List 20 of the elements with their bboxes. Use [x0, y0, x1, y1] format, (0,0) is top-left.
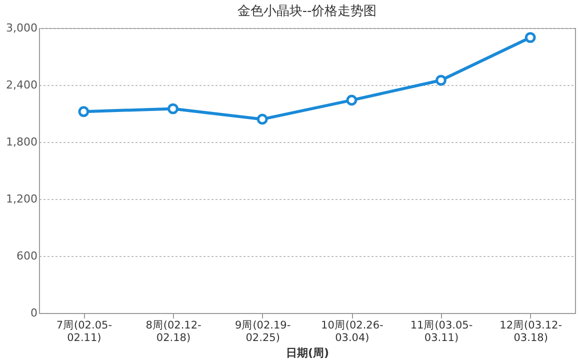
y-tick-label: 1,800 [6, 136, 38, 148]
y-tick-label: 2,400 [6, 78, 38, 92]
x-tick-label: 7周(02.05-02.11) [56, 320, 112, 344]
point [256, 114, 268, 125]
point [436, 74, 446, 86]
x-axis-title: 日期(周) [286, 346, 330, 360]
chart-title: 金色小晶块--价格走势图 [237, 4, 377, 19]
point [346, 94, 358, 106]
x-tick-label: 9周(02.19-02.25) [235, 320, 291, 344]
point [78, 106, 90, 118]
y-tick-label: 0 [30, 306, 38, 320]
y-tick-label: 600 [16, 250, 38, 262]
x-tick-label: 8周(02.12-02.18) [146, 320, 202, 344]
y-tick-label: 1,200 [6, 192, 38, 206]
x-tick-label: 11周(03.05-03.11) [410, 320, 473, 344]
point [524, 32, 536, 43]
y-tick-label: 3,000 [6, 22, 38, 34]
x-tick-label: 12周(03.12-03.18) [500, 320, 562, 344]
x-tick-label: 10周(02.26-03.04) [321, 320, 384, 344]
point [168, 103, 178, 114]
